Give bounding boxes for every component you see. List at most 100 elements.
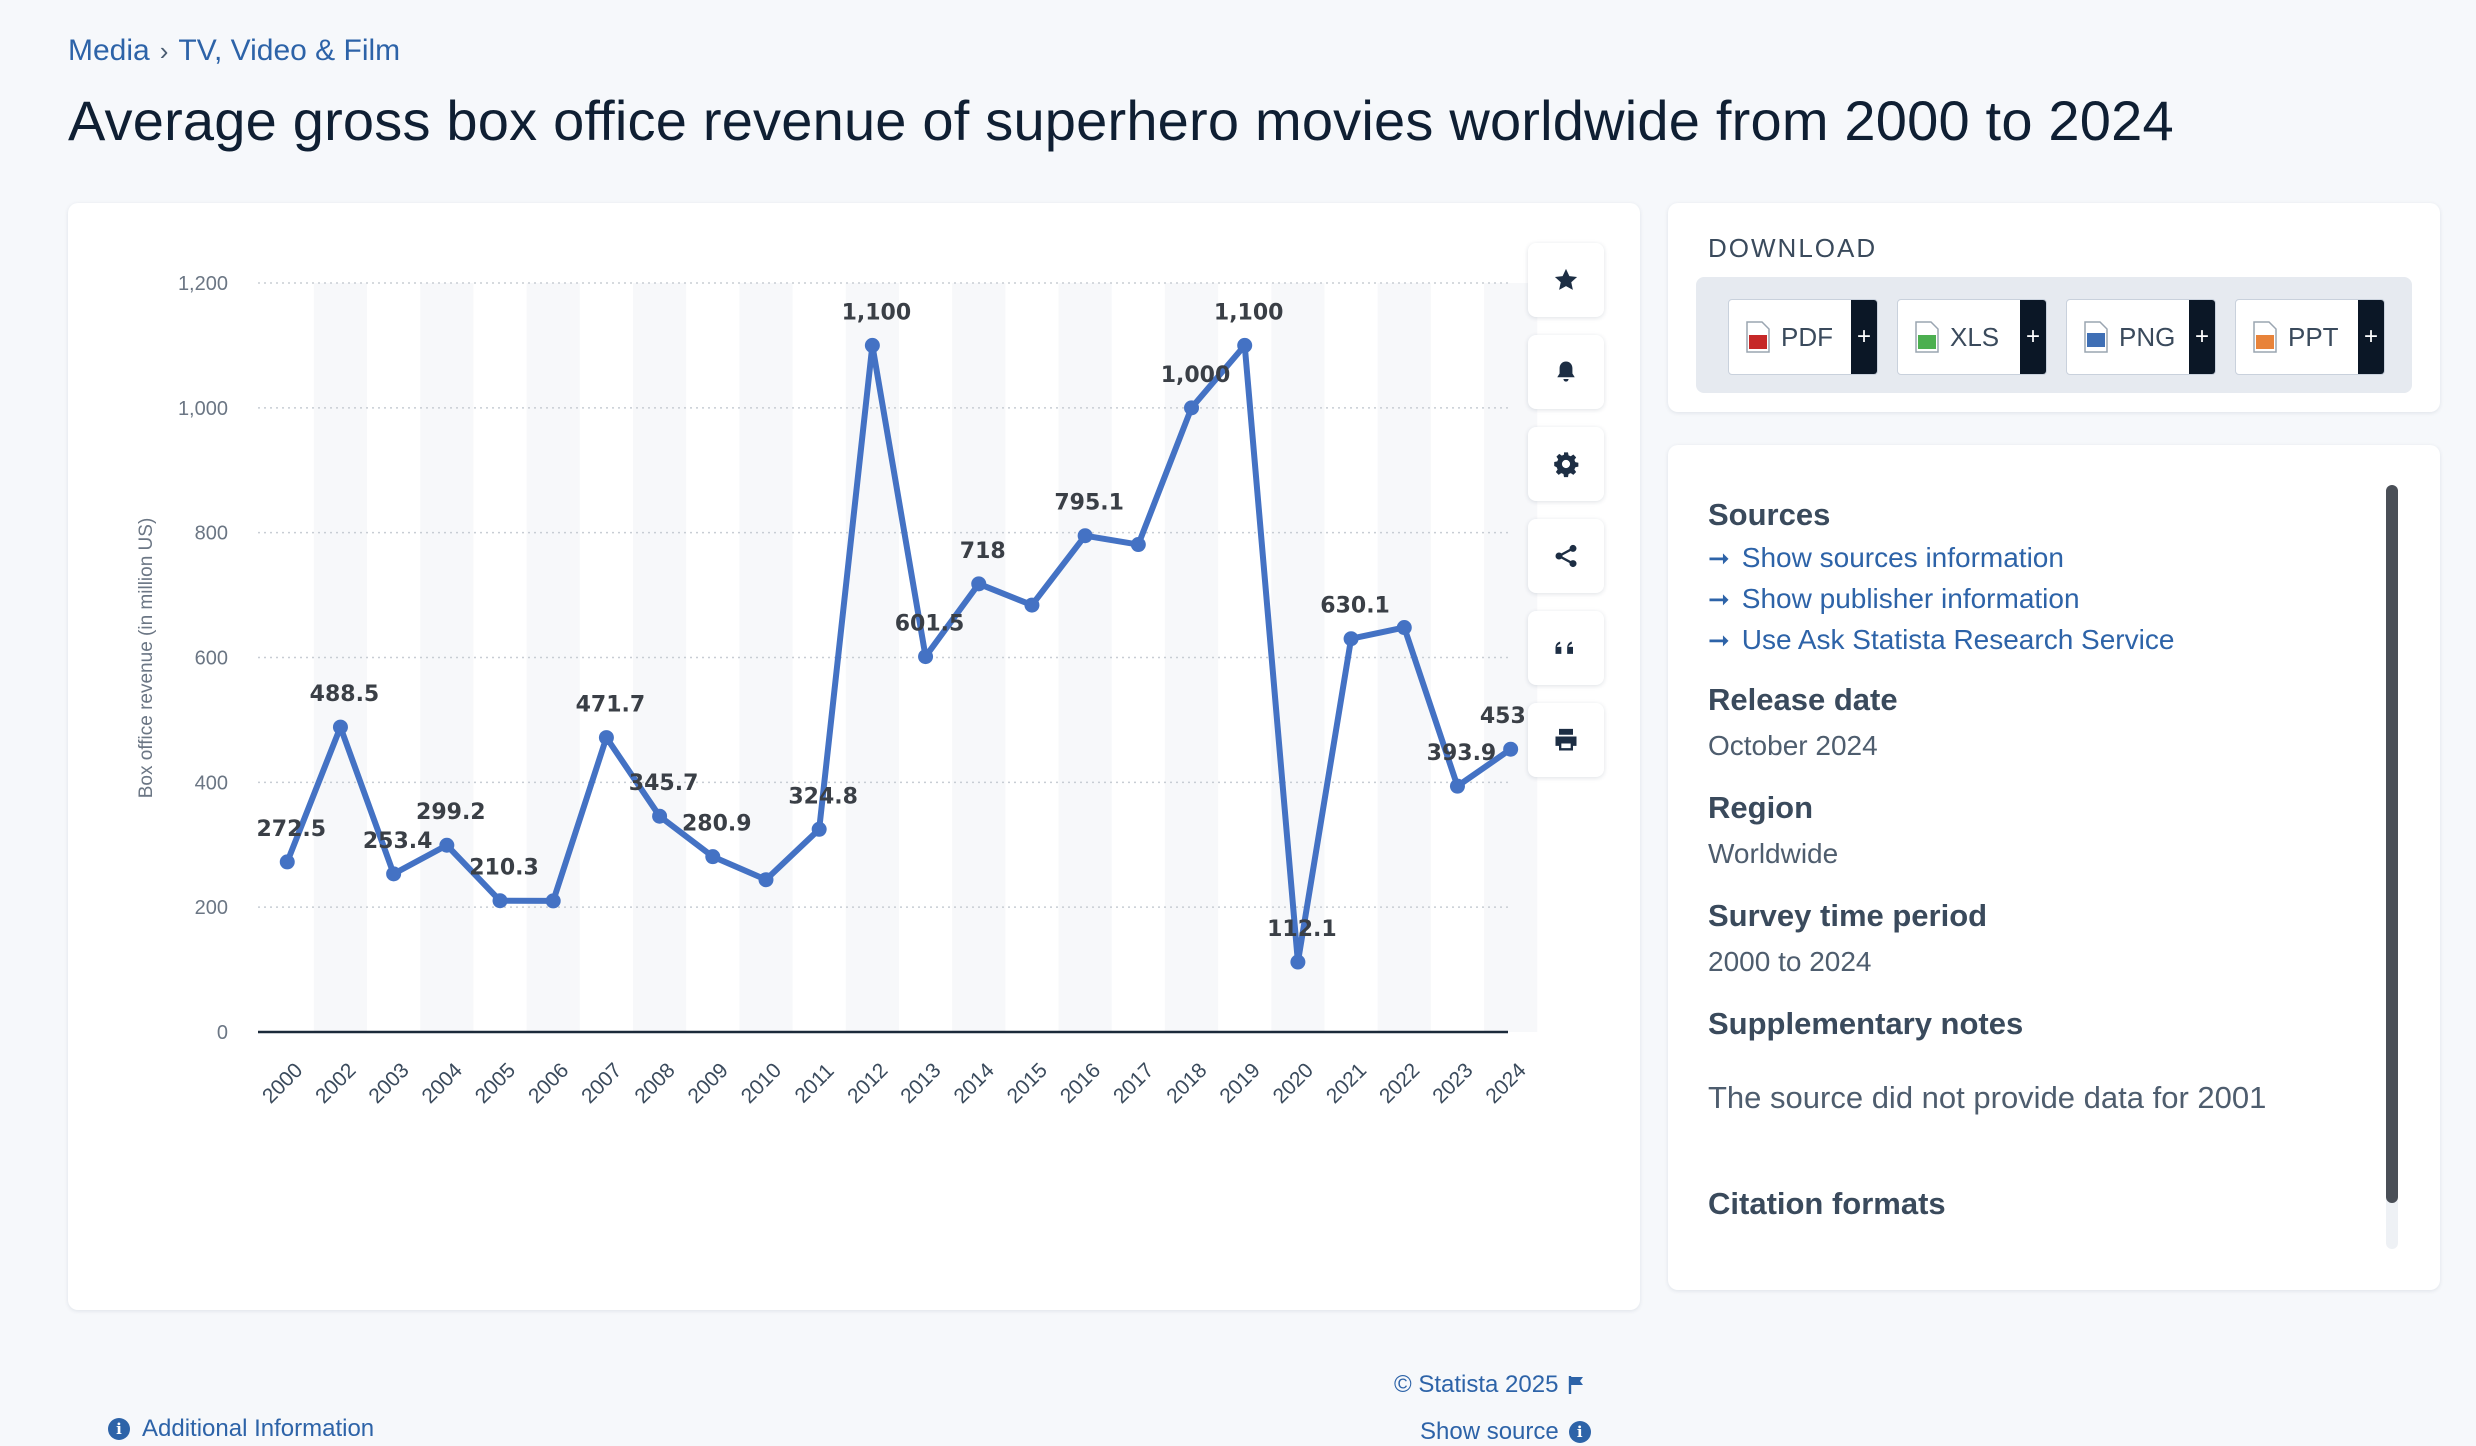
x-tick-label: 2016 [1056,1059,1105,1108]
additional-information-label: Additional Information [142,1415,375,1442]
ask-statista-link[interactable]: ➞ Use Ask Statista Research Service [1708,624,2358,656]
data-point [1396,620,1412,636]
breadcrumb-separator: › [159,35,169,66]
series-line [284,342,1514,966]
y-tick-label: 200 [195,897,228,919]
cite-button[interactable] [1528,611,1604,685]
notification-button[interactable] [1528,335,1604,409]
download-pdf-button[interactable]: PDF + [1728,299,1878,375]
data-point [1503,741,1519,757]
data-label: 1,100 [842,300,912,325]
pdf-file-icon [1746,321,1770,353]
column-band [313,283,368,1032]
data-point [439,837,455,853]
data-label: 718 [960,539,1006,564]
show-sources-link[interactable]: ➞ Show sources information [1708,542,2358,574]
show-source-label: Show source [1420,1418,1559,1445]
x-tick-label: 2017 [1109,1059,1158,1108]
print-button[interactable] [1528,703,1604,777]
png-file-icon [2084,321,2108,353]
data-label: 345.7 [629,771,699,796]
data-label: 1,100 [1214,300,1284,325]
x-tick-label: 2010 [737,1059,786,1108]
x-tick-label: 2000 [258,1059,307,1108]
favorite-button[interactable] [1528,243,1604,317]
data-label: 601.5 [895,612,965,637]
download-ppt-button[interactable]: PPT + [2235,299,2385,375]
copyright-text: © Statista 2025 [1394,1371,1559,1398]
download-card: DOWNLOAD PDF + XLS + PNG + PPT + [1668,203,2440,412]
show-source-link[interactable]: Show source i [1420,1418,1591,1446]
scrollbar-track[interactable] [2386,485,2398,1249]
page-title: Average gross box office revenue of supe… [68,89,2174,152]
x-tick-label: 2020 [1269,1059,1318,1108]
data-label: 324.8 [788,784,858,809]
data-label: 280.9 [682,812,752,837]
y-tick-label: 600 [195,648,228,670]
data-label: 795.1 [1054,491,1124,516]
data-point [492,893,508,909]
column-band [1164,283,1219,1032]
data-label: 1,000 [1161,363,1231,388]
info-icon: i [1568,1421,1591,1443]
line-chart: 0 200 400 600 800 1,000 1,200 Box office revenu… [136,273,1549,1109]
data-label: 253.4 [363,829,433,854]
supplementary-notes-value: The source did not provide data for 2001 [1708,1080,2267,1115]
data-point [918,649,934,665]
data-label: 488.5 [310,682,380,707]
info-card: Sources ➞ Show sources information ➞ Sho… [1668,445,2440,1290]
y-tick-label: 1,000 [178,398,228,420]
download-png-plus: + [2189,300,2215,374]
citation-formats-heading: Citation formats [1708,1186,1946,1221]
x-tick-label: 2009 [684,1059,733,1108]
x-tick-label: 2018 [1162,1059,1211,1108]
x-tick-label: 2003 [364,1059,413,1108]
ask-statista-label: Use Ask Statista Research Service [1741,624,2175,655]
y-tick-label: 800 [195,523,228,545]
download-xls-plus: + [2020,300,2046,374]
breadcrumb-item-media[interactable]: Media [68,34,150,67]
data-point [1343,631,1359,647]
x-tick-label: 2014 [949,1059,999,1109]
data-point [1449,778,1465,794]
share-icon [1555,544,1577,568]
supplementary-notes-heading: Supplementary notes [1708,1006,2024,1041]
x-tick-label: 2022 [1375,1059,1424,1108]
download-xls-label: XLS [1950,321,2000,352]
download-png-button[interactable]: PNG + [2066,299,2216,375]
data-point [545,893,561,909]
print-icon [1555,728,1577,751]
flag-icon [1569,1376,1584,1394]
data-label: 630.1 [1320,594,1390,619]
download-xls-button[interactable]: XLS + [1897,299,2047,375]
xls-file-icon [1915,321,1939,353]
additional-information-link[interactable]: i Additional Information [108,1415,374,1443]
show-publisher-link[interactable]: ➞ Show publisher information [1708,583,2358,615]
share-button[interactable] [1528,519,1604,593]
data-point [811,821,827,837]
star-icon [1554,268,1578,290]
x-tick-label: 2005 [471,1059,520,1108]
data-point [386,866,402,882]
column-band [633,283,687,1032]
info-content: Sources ➞ Show sources information ➞ Sho… [1708,485,2358,1222]
release-date-heading: Release date [1708,682,1898,717]
data-label: 299.2 [416,800,486,825]
y-axis-title: Box office revenue (in million US) [136,518,157,799]
breadcrumb-item-tv-video-film[interactable]: TV, Video & Film [178,34,401,67]
settings-button[interactable] [1528,427,1604,501]
x-tick-label: 2024 [1481,1059,1531,1109]
sources-heading: Sources [1708,497,1831,532]
data-point [332,719,348,735]
scrollbar-thumb[interactable] [2386,485,2398,1203]
copyright-link[interactable]: © Statista 2025 [1394,1371,1586,1399]
region-value: Worldwide [1708,838,1839,869]
data-label: 393.9 [1427,741,1497,766]
bell-icon [1557,361,1575,382]
ppt-file-icon [2253,321,2277,353]
data-point [1077,528,1093,544]
arrow-right-icon: ➞ [1708,583,1730,614]
data-label: 112.1 [1267,917,1337,942]
column-band [845,283,899,1032]
survey-period-heading: Survey time period [1708,898,1988,933]
